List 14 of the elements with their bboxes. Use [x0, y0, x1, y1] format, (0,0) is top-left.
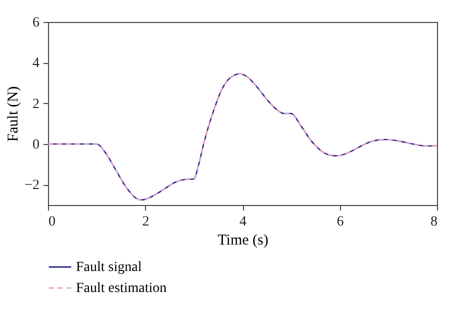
y-tick-label: 4 — [32, 56, 40, 72]
y-tick-label: 6 — [32, 16, 40, 30]
x-tick-label: 0 — [48, 214, 56, 230]
y-axis-title: Fault (N) — [6, 86, 22, 142]
x-axis-title: Time (s) — [218, 232, 268, 248]
x-tick-label: 6 — [336, 214, 344, 230]
y-tick-label: −2 — [24, 178, 40, 194]
x-tick-label: 8 — [430, 214, 438, 230]
x-tick-label: 4 — [240, 214, 246, 230]
y-tick-label: 2 — [32, 96, 40, 112]
y-tick-label: 0 — [32, 138, 40, 152]
legend-label: Fault estimation — [76, 281, 167, 296]
x-tick-label: 2 — [142, 214, 150, 230]
legend-label: Fault signal — [76, 260, 142, 275]
